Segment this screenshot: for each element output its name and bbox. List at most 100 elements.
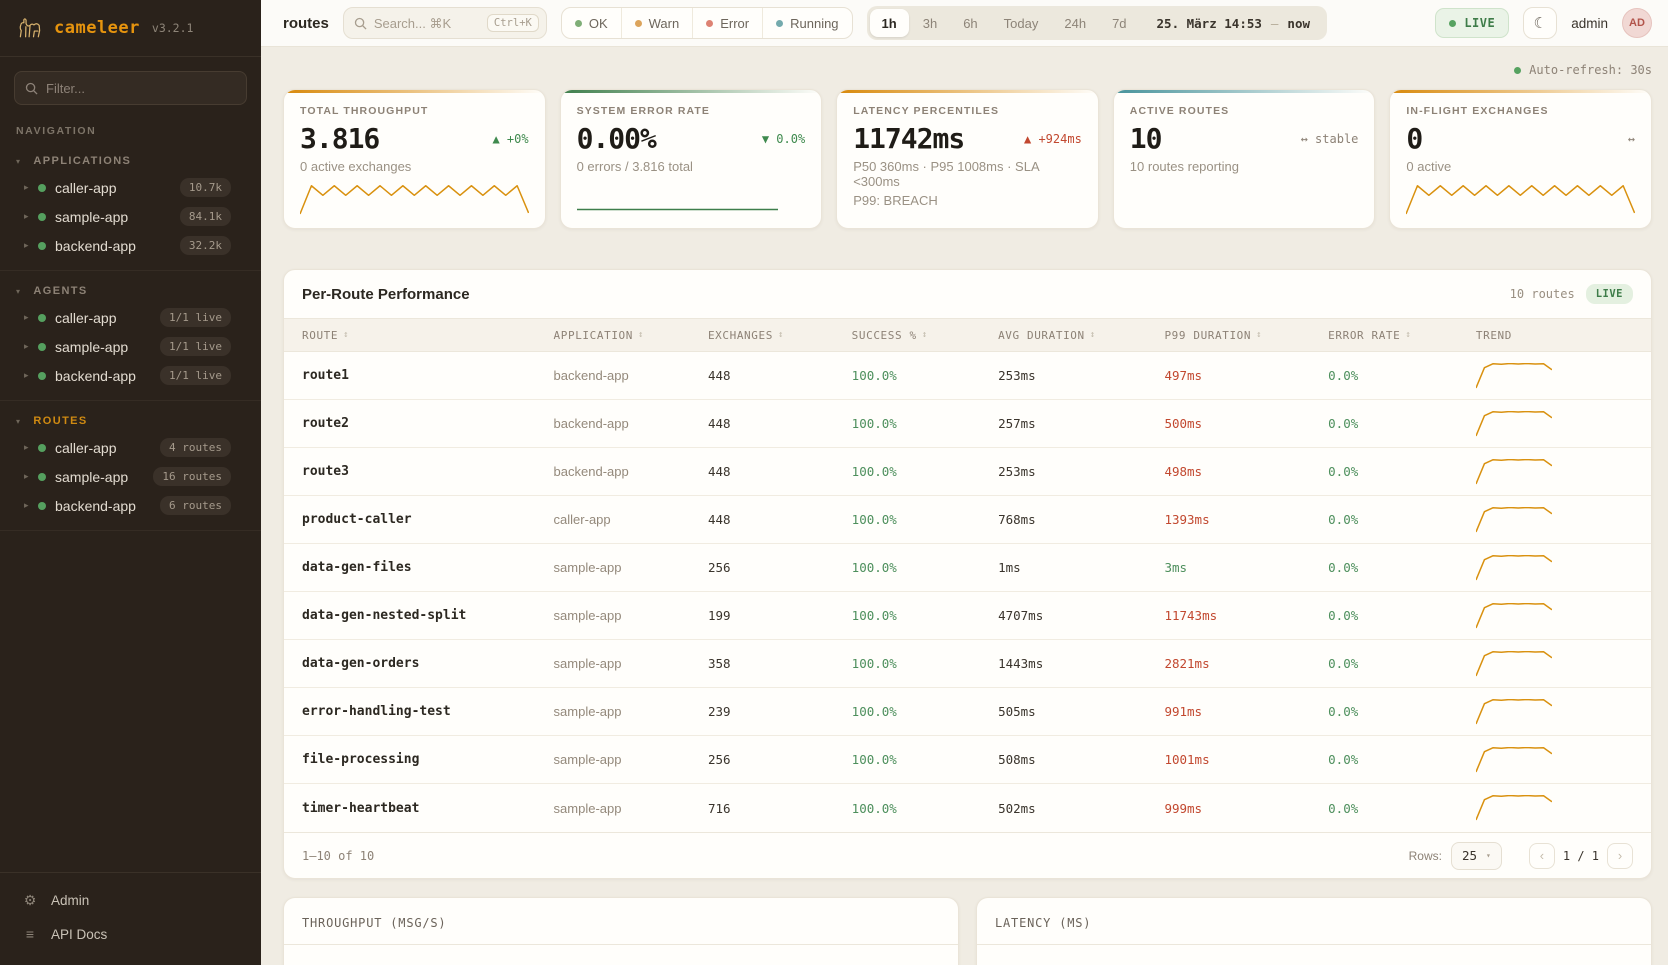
cell-avg-duration: 505ms xyxy=(998,704,1036,719)
cell-p99-duration: 2821ms xyxy=(1164,656,1210,671)
cell-exchanges: 199 xyxy=(707,608,731,623)
cell-exchanges: 448 xyxy=(707,512,731,527)
kpi-delta: ▲ +0% xyxy=(492,131,529,146)
chevron-right-icon: ▸ xyxy=(24,312,29,322)
table-row-route2[interactable]: route2 backend-app 448 100.0% 257ms 500ms 0.0% xyxy=(284,400,1651,448)
cell-route: timer-heartbeat xyxy=(302,800,420,816)
sidebar-group-header-agents[interactable]: ▾ AGENTS xyxy=(0,279,261,303)
sidebar-item-caller-app[interactable]: ▸ caller-app 10.7k xyxy=(0,173,261,202)
cell-p99-duration: 999ms xyxy=(1164,800,1203,816)
trend-sparkline xyxy=(1476,795,1552,821)
status-filter-warn[interactable]: Warn xyxy=(622,8,694,38)
column-header-p99-duration[interactable]: P99 DURATION ↕ xyxy=(1164,329,1328,342)
live-toggle-button[interactable]: LIVE xyxy=(1435,8,1510,38)
cell-avg-duration: 257ms xyxy=(998,416,1036,431)
sort-icon: ↕ xyxy=(1089,330,1096,340)
table-row-error-handling-test[interactable]: error-handling-test sample-app 239 100.0% 50… xyxy=(284,688,1651,736)
sidebar-item-caller-app[interactable]: ▸ caller-app 1/1 live xyxy=(0,303,261,332)
table-row-product-caller[interactable]: product-caller caller-app 448 100.0% 768ms 13… xyxy=(284,496,1651,544)
table-row-file-processing[interactable]: file-processing sample-app 256 100.0% 508ms 1… xyxy=(284,736,1651,784)
sidebar-group-label: APPLICATIONS xyxy=(33,155,132,167)
sidebar-item-backend-app[interactable]: ▸ backend-app 32.2k xyxy=(0,231,261,260)
table-row-data-gen-orders[interactable]: data-gen-orders sample-app 358 100.0% 1443ms… xyxy=(284,640,1651,688)
column-header-route[interactable]: ROUTE ↕ xyxy=(302,329,554,342)
time-range-3h[interactable]: 3h xyxy=(922,15,938,31)
sidebar-item-backend-app[interactable]: ▸ backend-app 1/1 live xyxy=(0,361,261,390)
sidebar-filter-input[interactable] xyxy=(46,80,236,96)
table-row-data-gen-nested-split[interactable]: data-gen-nested-split sample-app 199 100.0%… xyxy=(284,592,1651,640)
sidebar-group-header-applications[interactable]: ▾ APPLICATIONS xyxy=(0,149,261,173)
sidebar-item-label: sample-app xyxy=(55,468,129,485)
gear-icon: ⚙ xyxy=(23,891,37,908)
cell-application: backend-app xyxy=(553,464,629,479)
time-range-custom[interactable]: 25. März 14:53 — now xyxy=(1141,16,1324,31)
cell-p99-duration: 1393ms xyxy=(1164,512,1210,527)
sidebar-group-header-routes[interactable]: ▾ ROUTES xyxy=(0,409,261,433)
status-filter-running[interactable]: Running xyxy=(763,8,851,38)
time-range-today[interactable]: Today xyxy=(1003,15,1039,31)
sidebar-footer-admin[interactable]: ⚙ Admin xyxy=(0,883,261,917)
table-header-row: ROUTE ↕ APPLICATION ↕ EXCHANGES ↕ SUCCESS % ↕ AV… xyxy=(284,318,1651,352)
table-row-route1[interactable]: route1 backend-app 448 100.0% 253ms 497ms 0.0% xyxy=(284,352,1651,400)
cell-route: error-handling-test xyxy=(302,704,451,719)
sidebar-item-badge: 6 routes xyxy=(160,496,231,515)
kpi-value-row: 11742ms ▲ +924ms xyxy=(853,122,1082,155)
column-header-application[interactable]: APPLICATION ↕ xyxy=(554,329,708,342)
column-header-exchanges[interactable]: EXCHANGES ↕ xyxy=(708,329,852,342)
cell-error-rate: 0.0% xyxy=(1328,704,1359,719)
kpi-delta: ↔ xyxy=(1627,131,1635,146)
moon-icon: ☾ xyxy=(1533,15,1547,32)
sidebar-item-label: caller-app xyxy=(55,309,117,326)
table-row-route3[interactable]: route3 backend-app 448 100.0% 253ms 498ms 0.0% xyxy=(284,448,1651,496)
sidebar-footer-api-docs[interactable]: ≡ API Docs xyxy=(0,917,261,951)
table-row-data-gen-files[interactable]: data-gen-files sample-app 256 100.0% 1ms 3ms 0… xyxy=(284,544,1651,592)
sort-icon: ↕ xyxy=(921,330,928,340)
status-filter-label: Error xyxy=(720,15,750,31)
column-header-error-rate[interactable]: ERROR RATE ↕ xyxy=(1328,329,1476,342)
cell-route: route3 xyxy=(302,464,349,479)
cell-exchanges: 358 xyxy=(707,656,731,671)
column-header-label: ROUTE xyxy=(302,328,339,342)
prev-page-button[interactable]: ‹ xyxy=(1528,842,1555,869)
trend-sparkline xyxy=(1476,555,1552,581)
kpi-label: LATENCY PERCENTILES xyxy=(853,105,1000,117)
table-row-timer-heartbeat[interactable]: timer-heartbeat sample-app 716 100.0% 502ms 9… xyxy=(284,784,1651,832)
status-filter-error[interactable]: Error xyxy=(693,8,764,38)
status-filter-ok[interactable]: OK xyxy=(562,8,622,38)
search-input[interactable] xyxy=(373,15,480,31)
sidebar-item-label: caller-app xyxy=(55,439,117,456)
sidebar-item-badge: 84.1k xyxy=(179,207,231,226)
cell-application: caller-app xyxy=(553,512,611,527)
sidebar-item-sample-app[interactable]: ▸ sample-app 1/1 live xyxy=(0,332,261,361)
sidebar-item-sample-app[interactable]: ▸ sample-app 84.1k xyxy=(0,202,261,231)
time-range-1h[interactable]: 1h xyxy=(869,9,909,37)
avatar[interactable]: AD xyxy=(1622,8,1652,38)
cell-success: 100.0% xyxy=(851,416,897,431)
sidebar-item-backend-app[interactable]: ▸ backend-app 6 routes xyxy=(0,491,261,520)
chevron-down-icon: ▾ xyxy=(1486,851,1491,860)
time-range-24h[interactable]: 24h xyxy=(1064,15,1087,31)
kpi-card-latency-percentiles: LATENCY PERCENTILES 11742ms ▲ +924ms P50 36… xyxy=(836,89,1099,229)
time-range-6h[interactable]: 6h xyxy=(963,15,978,31)
nav-section-label: NAVIGATION xyxy=(16,125,97,137)
sidebar-group-applications: ▾ APPLICATIONS ▸ caller-app 10.7k ▸ sample-app… xyxy=(0,141,261,271)
column-header-success-[interactable]: SUCCESS % ↕ xyxy=(852,329,998,342)
cell-application: sample-app xyxy=(553,656,622,671)
app-logo[interactable]: cameleer v3.2.1 xyxy=(0,0,261,57)
column-header-label: AVG DURATION xyxy=(998,328,1085,342)
time-range-group: 1h 3h 6h Today 24h 7d 25. März 14:53 — now xyxy=(866,6,1327,40)
cell-p99-duration: 11743ms xyxy=(1164,608,1218,623)
time-range-7d[interactable]: 7d xyxy=(1112,15,1127,31)
sidebar-item-caller-app[interactable]: ▸ caller-app 4 routes xyxy=(0,433,261,462)
sidebar-item-sample-app[interactable]: ▸ sample-app 16 routes xyxy=(0,462,261,491)
sidebar-group-agents: ▾ AGENTS ▸ caller-app 1/1 live ▸ sample-app 1/1… xyxy=(0,271,261,401)
rows-per-page-select[interactable]: 25 ▾ xyxy=(1450,841,1502,870)
column-header-trend[interactable]: TREND xyxy=(1476,329,1633,342)
range-date-separator: — xyxy=(1270,15,1279,31)
column-header-avg-duration[interactable]: AVG DURATION ↕ xyxy=(998,329,1164,342)
next-page-button[interactable]: › xyxy=(1607,842,1633,869)
theme-toggle-button[interactable]: ☾ xyxy=(1523,7,1558,39)
cell-route: route1 xyxy=(302,368,349,383)
cell-route: route2 xyxy=(302,416,349,431)
sidebar-item-label: backend-app xyxy=(55,367,136,384)
